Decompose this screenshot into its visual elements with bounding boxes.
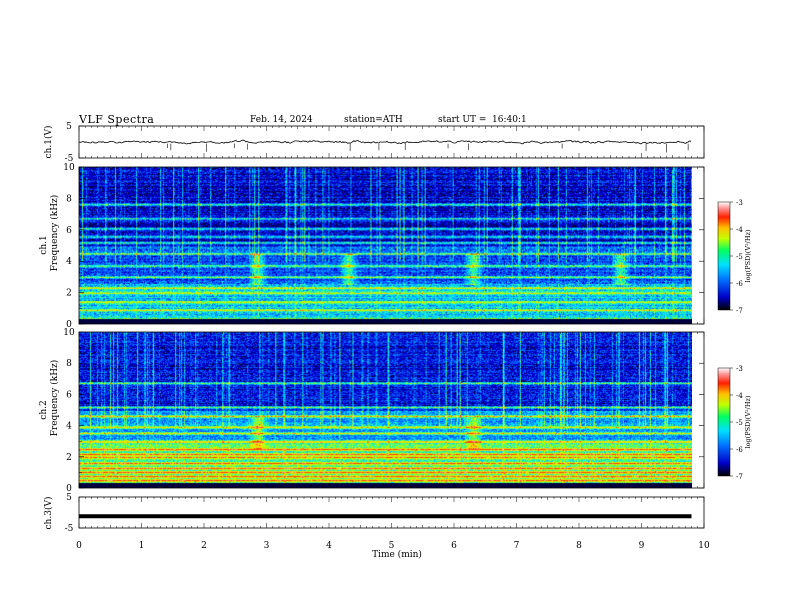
spec1-ylabel-frequency: Frequency (kHz) bbox=[49, 195, 60, 272]
spec2-colorbar-tick-label: -5 bbox=[736, 419, 743, 427]
spec2-colorbar-tick-label: -3 bbox=[736, 365, 743, 373]
spec1-ytick-label: 6 bbox=[66, 226, 72, 236]
ch2-heatmap bbox=[79, 332, 692, 488]
spec1-ytick-label: 4 bbox=[66, 257, 72, 267]
spec1-ytick-label: 8 bbox=[66, 194, 72, 204]
chart-title: VLF Spectra bbox=[79, 113, 155, 126]
ch1-ytick-label: -5 bbox=[65, 154, 74, 164]
x-tick-label: 5 bbox=[389, 541, 395, 551]
spec2-ytick-label: 4 bbox=[66, 422, 72, 432]
spec2-colorbar-label: log(PSD)(V²/Hz) bbox=[744, 395, 752, 448]
x-tick-label: 9 bbox=[639, 541, 645, 551]
start-ut-label: start UT = bbox=[438, 115, 487, 125]
x-tick-label: 10 bbox=[698, 541, 710, 551]
spec2-colorbar bbox=[717, 367, 731, 477]
spec2-ylabel-frequency: Frequency (kHz) bbox=[49, 360, 60, 437]
ch3-ytick-label: -5 bbox=[65, 524, 74, 534]
x-axis-label: Time (min) bbox=[372, 549, 422, 560]
ch1-heatmap bbox=[79, 167, 692, 324]
spec2-colorbar-tick-label: -4 bbox=[736, 392, 743, 400]
ch3-ylabel: ch.3(V) bbox=[43, 497, 54, 530]
ch3-ytick-label: 5 bbox=[66, 493, 72, 503]
spec1-colorbar-tick-label: -6 bbox=[736, 280, 743, 288]
x-tick-label: 2 bbox=[201, 541, 207, 551]
spec1-ytick-label: 0 bbox=[66, 320, 72, 330]
x-tick-label: 4 bbox=[326, 541, 332, 551]
ch1-trace bbox=[78, 139, 692, 145]
spec1-colorbar-tick-label: -7 bbox=[736, 307, 743, 315]
spec2-ytick-label: 0 bbox=[66, 484, 72, 494]
spec2-ytick-label: 6 bbox=[66, 390, 72, 400]
spec1-colorbar-label: log(PSD)(V²/Hz) bbox=[744, 229, 752, 282]
ch1-ytick-label: 5 bbox=[66, 122, 72, 132]
spec1-colorbar-tick-label: -3 bbox=[736, 199, 743, 207]
spec1-colorbar-tick-label: -4 bbox=[736, 226, 743, 234]
spec1-colorbar bbox=[717, 201, 731, 311]
spec2-colorbar-tick-label: -6 bbox=[736, 446, 743, 454]
x-tick-label: 1 bbox=[139, 541, 145, 551]
ch1-ylabel: ch.1(V) bbox=[43, 126, 54, 159]
spec1-ytick-label: 10 bbox=[63, 163, 75, 173]
station-label: station=ATH bbox=[344, 115, 403, 125]
spec2-ytick-label: 8 bbox=[66, 359, 72, 369]
x-tick-label: 7 bbox=[514, 541, 520, 551]
start-ut-value: 16:40:1 bbox=[492, 115, 527, 125]
spec2-ylabel-channel: ch.2 bbox=[39, 400, 49, 419]
spec1-ylabel-channel: ch.1 bbox=[39, 235, 49, 254]
x-tick-label: 6 bbox=[451, 541, 457, 551]
spec2-ytick-label: 2 bbox=[66, 453, 72, 463]
x-tick-label: 8 bbox=[576, 541, 582, 551]
x-tick-label: 0 bbox=[76, 541, 82, 551]
x-tick-label: 3 bbox=[264, 541, 270, 551]
spec1-ytick-label: 2 bbox=[66, 289, 72, 299]
spec1-colorbar-tick-label: -5 bbox=[736, 253, 743, 261]
spec2-colorbar-tick-label: -7 bbox=[736, 473, 743, 481]
spec2-ytick-label: 10 bbox=[63, 328, 75, 338]
date-label: Feb. 14, 2024 bbox=[250, 115, 313, 125]
